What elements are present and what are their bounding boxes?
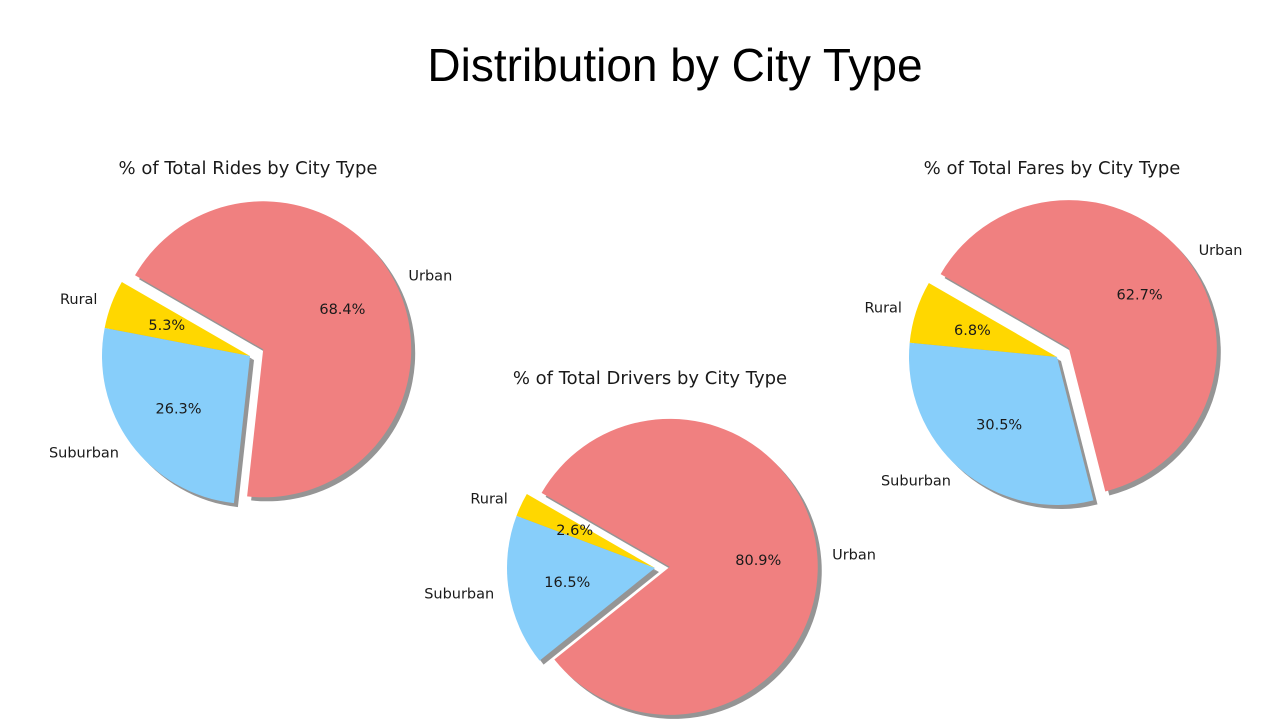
category-label-suburban: Suburban [49,446,119,462]
wedge-rural [909,283,1057,357]
wedge-urban [135,201,412,498]
percent-label-urban: 80.9% [735,553,781,569]
pie-chart-3: % of Total Fares by City Type Rural 6.8% Su… [864,158,1242,509]
percent-label-suburban: 16.5% [544,575,590,591]
pie-chart-2: % of Total Drivers by City Type Rural 2.6%… [424,368,876,719]
percent-label-rural: 5.3% [148,318,185,334]
category-label-rural: Rural [470,491,508,507]
category-label-rural: Rural [60,292,98,308]
wedge-suburban [909,342,1094,506]
percent-label-rural: 6.8% [954,323,991,339]
percent-label-suburban: 26.3% [156,402,202,418]
category-label-urban: Urban [408,269,452,285]
category-label-urban: Urban [1199,243,1243,259]
percent-label-suburban: 30.5% [976,417,1022,433]
wedge-suburban [507,515,655,661]
category-label-urban: Urban [832,547,876,563]
wedge-urban [541,418,818,715]
category-label-suburban: Suburban [881,474,951,490]
category-label-suburban: Suburban [424,587,494,603]
slide-title: Distribution by City Type [427,39,923,91]
chart-title: % of Total Fares by City Type [924,158,1181,179]
chart-title: % of Total Drivers by City Type [513,368,787,389]
wedge-rural [516,494,655,568]
wedge-rural [104,282,250,356]
percent-label-rural: 2.6% [556,523,593,539]
pie-chart-1: % of Total Rides by City Type Rural 5.3% Su… [49,158,452,508]
wedge-suburban [101,327,250,504]
wedge-urban [940,200,1217,492]
percent-label-urban: 62.7% [1117,287,1163,303]
percent-label-urban: 68.4% [319,302,365,318]
category-label-rural: Rural [864,300,902,316]
chart-title: % of Total Rides by City Type [119,158,378,179]
